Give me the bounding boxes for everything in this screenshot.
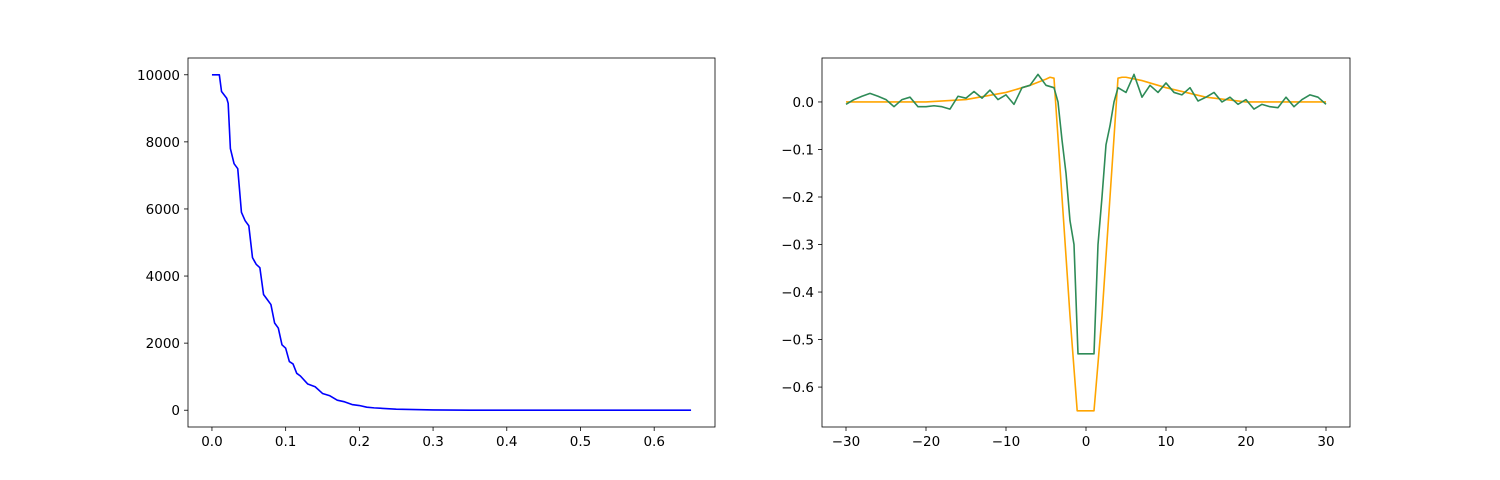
axes-frame — [821, 57, 1351, 428]
y-tick-label: 2000 — [146, 336, 180, 352]
y-tick-label: 4000 — [146, 269, 180, 285]
x-tick-label: 0.5 — [570, 434, 591, 450]
y-tick-label: −0.2 — [781, 190, 814, 206]
data-line — [845, 73, 1327, 355]
x-tick-label: 0.0 — [201, 434, 222, 450]
x-tick-label: 0 — [1082, 434, 1091, 450]
y-tick-label: −0.6 — [781, 380, 814, 396]
axes-frame — [187, 57, 716, 428]
x-tick-label: 0.6 — [643, 434, 664, 450]
x-tick-label: −10 — [992, 434, 1021, 450]
x-tick-label: 0.3 — [422, 434, 443, 450]
x-tick-label: 30 — [1317, 434, 1334, 450]
x-tick-label: 10 — [1157, 434, 1174, 450]
y-tick-label: −0.4 — [781, 285, 814, 301]
y-tick-label: −0.5 — [781, 333, 814, 349]
y-tick-label: 8000 — [146, 135, 180, 151]
y-tick-label: −0.3 — [781, 238, 814, 254]
x-tick-label: −30 — [832, 434, 861, 450]
x-tick-label: 0.2 — [349, 434, 370, 450]
x-tick-label: 20 — [1237, 434, 1254, 450]
y-tick-label: 10000 — [137, 68, 180, 84]
y-tick-label: 0.0 — [793, 95, 814, 111]
y-tick-label: 6000 — [146, 202, 180, 218]
data-line — [846, 76, 1326, 412]
x-tick-label: 0.1 — [275, 434, 296, 450]
x-tick-label: 0.4 — [496, 434, 517, 450]
y-tick-label: 0 — [171, 403, 180, 419]
data-line — [211, 73, 692, 412]
x-tick-label: −20 — [912, 434, 941, 450]
y-tick-label: −0.1 — [781, 142, 814, 158]
